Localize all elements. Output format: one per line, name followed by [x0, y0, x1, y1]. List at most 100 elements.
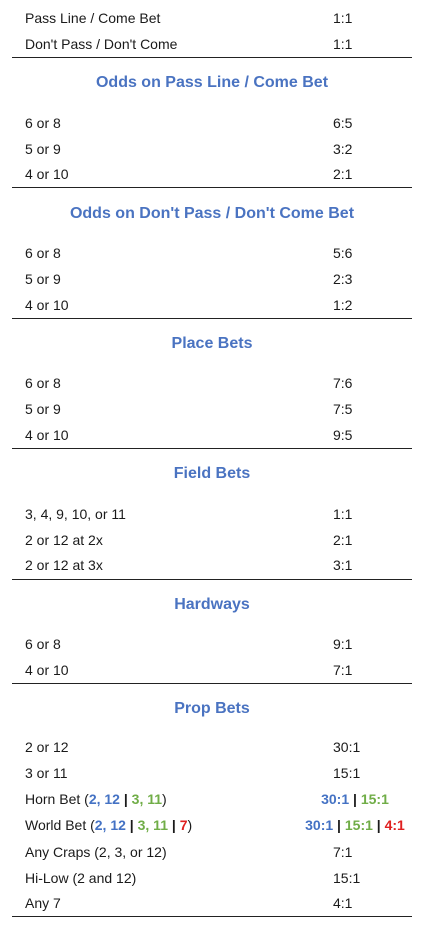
section-title: Field Bets: [173, 465, 251, 482]
table-row-horn-bet: Horn Bet (2, 12 | 3, 11) 30:1 | 15:1: [25, 787, 410, 811]
bet-label: 5 or 9: [25, 271, 61, 287]
table-row: 4 or 10 9:5: [25, 423, 410, 447]
world-payout-green: 15:1: [344, 817, 373, 833]
table-row: 2 or 12 at 2x 2:1: [25, 528, 410, 552]
separator: |: [333, 817, 345, 833]
table-row: 5 or 9 3:2: [25, 137, 410, 161]
payout-value: 7:6: [333, 375, 353, 391]
payout-value: 9:5: [333, 427, 353, 443]
separator: |: [372, 817, 385, 833]
world-numbers-green: 3, 11: [137, 817, 168, 833]
table-row: 3, 4, 9, 10, or 11 1:1: [25, 502, 410, 526]
separator: |: [349, 791, 361, 807]
payout-value: 1:1: [333, 36, 353, 52]
table-row: Pass Line / Come Bet 1:1: [25, 6, 410, 30]
horn-payout-green: 15:1: [360, 791, 389, 807]
horn-numbers-blue: 2, 12: [88, 791, 120, 807]
bet-label: 6 or 8: [25, 636, 61, 652]
payout-value: 30:1 | 15:1: [285, 787, 424, 811]
table-row: 6 or 8 7:6: [25, 371, 410, 395]
world-numbers-blue: 2, 12: [94, 817, 126, 833]
divider: [12, 57, 412, 58]
bet-label: 3, 4, 9, 10, or 11: [25, 506, 126, 522]
bet-label: 2 or 12 at 3x: [25, 557, 103, 573]
table-row: 5 or 9 2:3: [25, 267, 410, 291]
section-title: Place Bets: [171, 335, 253, 352]
payout-value: 7:1: [333, 844, 353, 860]
payout-value: 6:5: [333, 115, 353, 131]
section-title: Odds on Don't Pass / Don't Come Bet: [69, 205, 355, 222]
payout-value: 30:1 | 15:1 | 4:1: [285, 813, 424, 837]
separator: |: [167, 817, 180, 833]
bet-label: 5 or 9: [25, 401, 61, 417]
payout-value: 15:1: [333, 870, 361, 886]
payout-value: 2:3: [333, 271, 353, 287]
bet-label: Any Craps (2, 3, or 12): [25, 844, 167, 860]
cropped-header-left: [28, 0, 88, 5]
payout-value: 7:5: [333, 401, 353, 417]
table-row: Hi-Low (2 and 12) 15:1: [25, 866, 410, 890]
divider: [12, 683, 412, 684]
payout-value: 1:2: [333, 297, 353, 313]
bet-label: Horn Bet (2, 12 | 3, 11): [25, 787, 167, 811]
divider: [12, 448, 412, 449]
payout-value: 3:2: [333, 141, 353, 157]
horn-numbers-green: 3, 11: [131, 791, 163, 807]
bet-label: 4 or 10: [25, 297, 69, 313]
bet-label: 6 or 8: [25, 375, 61, 391]
payout-value: 1:1: [333, 10, 353, 26]
payout-value: 15:1: [333, 765, 361, 781]
bet-label: 6 or 8: [25, 115, 61, 131]
table-row: 6 or 8 5:6: [25, 241, 410, 265]
world-label-text: World Bet (: [25, 817, 95, 833]
bet-label: 4 or 10: [25, 662, 69, 678]
table-row: 4 or 10 2:1: [25, 162, 410, 186]
table-row: Any Craps (2, 3, or 12) 7:1: [25, 840, 410, 864]
payout-value: 4:1: [333, 895, 353, 911]
bet-label: 4 or 10: [25, 166, 69, 182]
divider: [12, 579, 412, 580]
divider: [12, 187, 412, 188]
payout-value: 2:1: [333, 166, 353, 182]
bet-label: 6 or 8: [25, 245, 61, 261]
bet-label: 3 or 11: [25, 765, 68, 781]
divider: [12, 318, 412, 319]
separator: |: [125, 817, 138, 833]
table-row-world-bet: World Bet (2, 12 | 3, 11 | 7) 30:1 | 15:…: [25, 813, 410, 837]
world-payout-red: 4:1: [384, 817, 405, 833]
table-row: 3 or 11 15:1: [25, 761, 410, 785]
horn-payout-blue: 30:1: [321, 791, 350, 807]
bet-label: 5 or 9: [25, 141, 61, 157]
horn-label-text: Horn Bet (: [25, 791, 89, 807]
world-close: ): [187, 817, 193, 833]
payout-value: 30:1: [333, 739, 361, 755]
section-title: Hardways: [174, 596, 250, 613]
world-payout-blue: 30:1: [305, 817, 334, 833]
table-row: Don't Pass / Don't Come 1:1: [25, 32, 410, 56]
payout-value: 7:1: [333, 662, 353, 678]
payout-value: 2:1: [333, 532, 353, 548]
bet-label: World Bet (2, 12 | 3, 11 | 7): [25, 813, 192, 837]
bet-label: 2 or 12 at 2x: [25, 532, 103, 548]
table-row: 2 or 12 30:1: [25, 735, 410, 759]
table-row: 5 or 9 7:5: [25, 397, 410, 421]
table-row: 6 or 8 9:1: [25, 632, 410, 656]
payout-value: 1:1: [333, 506, 353, 522]
bet-label: Hi-Low (2 and 12): [25, 870, 137, 886]
separator: |: [119, 791, 132, 807]
world-numbers-red: 7: [179, 817, 188, 833]
divider: [12, 916, 412, 917]
table-row: 4 or 10 1:2: [25, 293, 410, 317]
payout-value: 3:1: [333, 557, 353, 573]
section-title: Odds on Pass Line / Come Bet: [95, 74, 329, 91]
bet-label: Pass Line / Come Bet: [25, 10, 161, 26]
bet-label: 2 or 12: [25, 739, 69, 755]
payout-value: 9:1: [333, 636, 353, 652]
payout-value: 5:6: [333, 245, 353, 261]
section-title: Prop Bets: [174, 700, 250, 717]
bet-label: Any 7: [25, 895, 61, 911]
table-row: Any 7 4:1: [25, 891, 410, 915]
bet-label: Don't Pass / Don't Come: [25, 36, 178, 52]
table-row: 2 or 12 at 3x 3:1: [25, 553, 410, 577]
